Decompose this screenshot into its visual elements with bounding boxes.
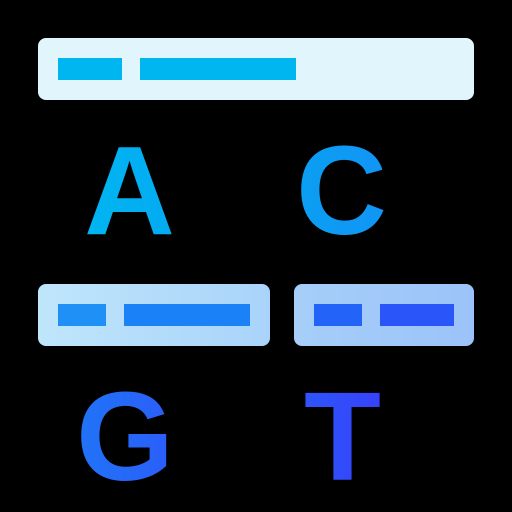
bottom-right-seg-1: [314, 304, 362, 326]
letter-g: G: [76, 374, 174, 500]
bottom-left-seg-2: [124, 304, 250, 326]
letter-t: T: [304, 374, 381, 500]
top-bar-seg-2: [140, 58, 296, 80]
top-bar-seg-1: [58, 58, 122, 80]
top-bar: [38, 38, 474, 100]
letter-a: A: [84, 128, 175, 254]
bottom-left-seg-1: [58, 304, 106, 326]
bottom-left-bar: [38, 284, 270, 346]
bottom-right-bar: [294, 284, 474, 346]
letter-c: C: [296, 128, 387, 254]
bottom-right-seg-2: [380, 304, 454, 326]
